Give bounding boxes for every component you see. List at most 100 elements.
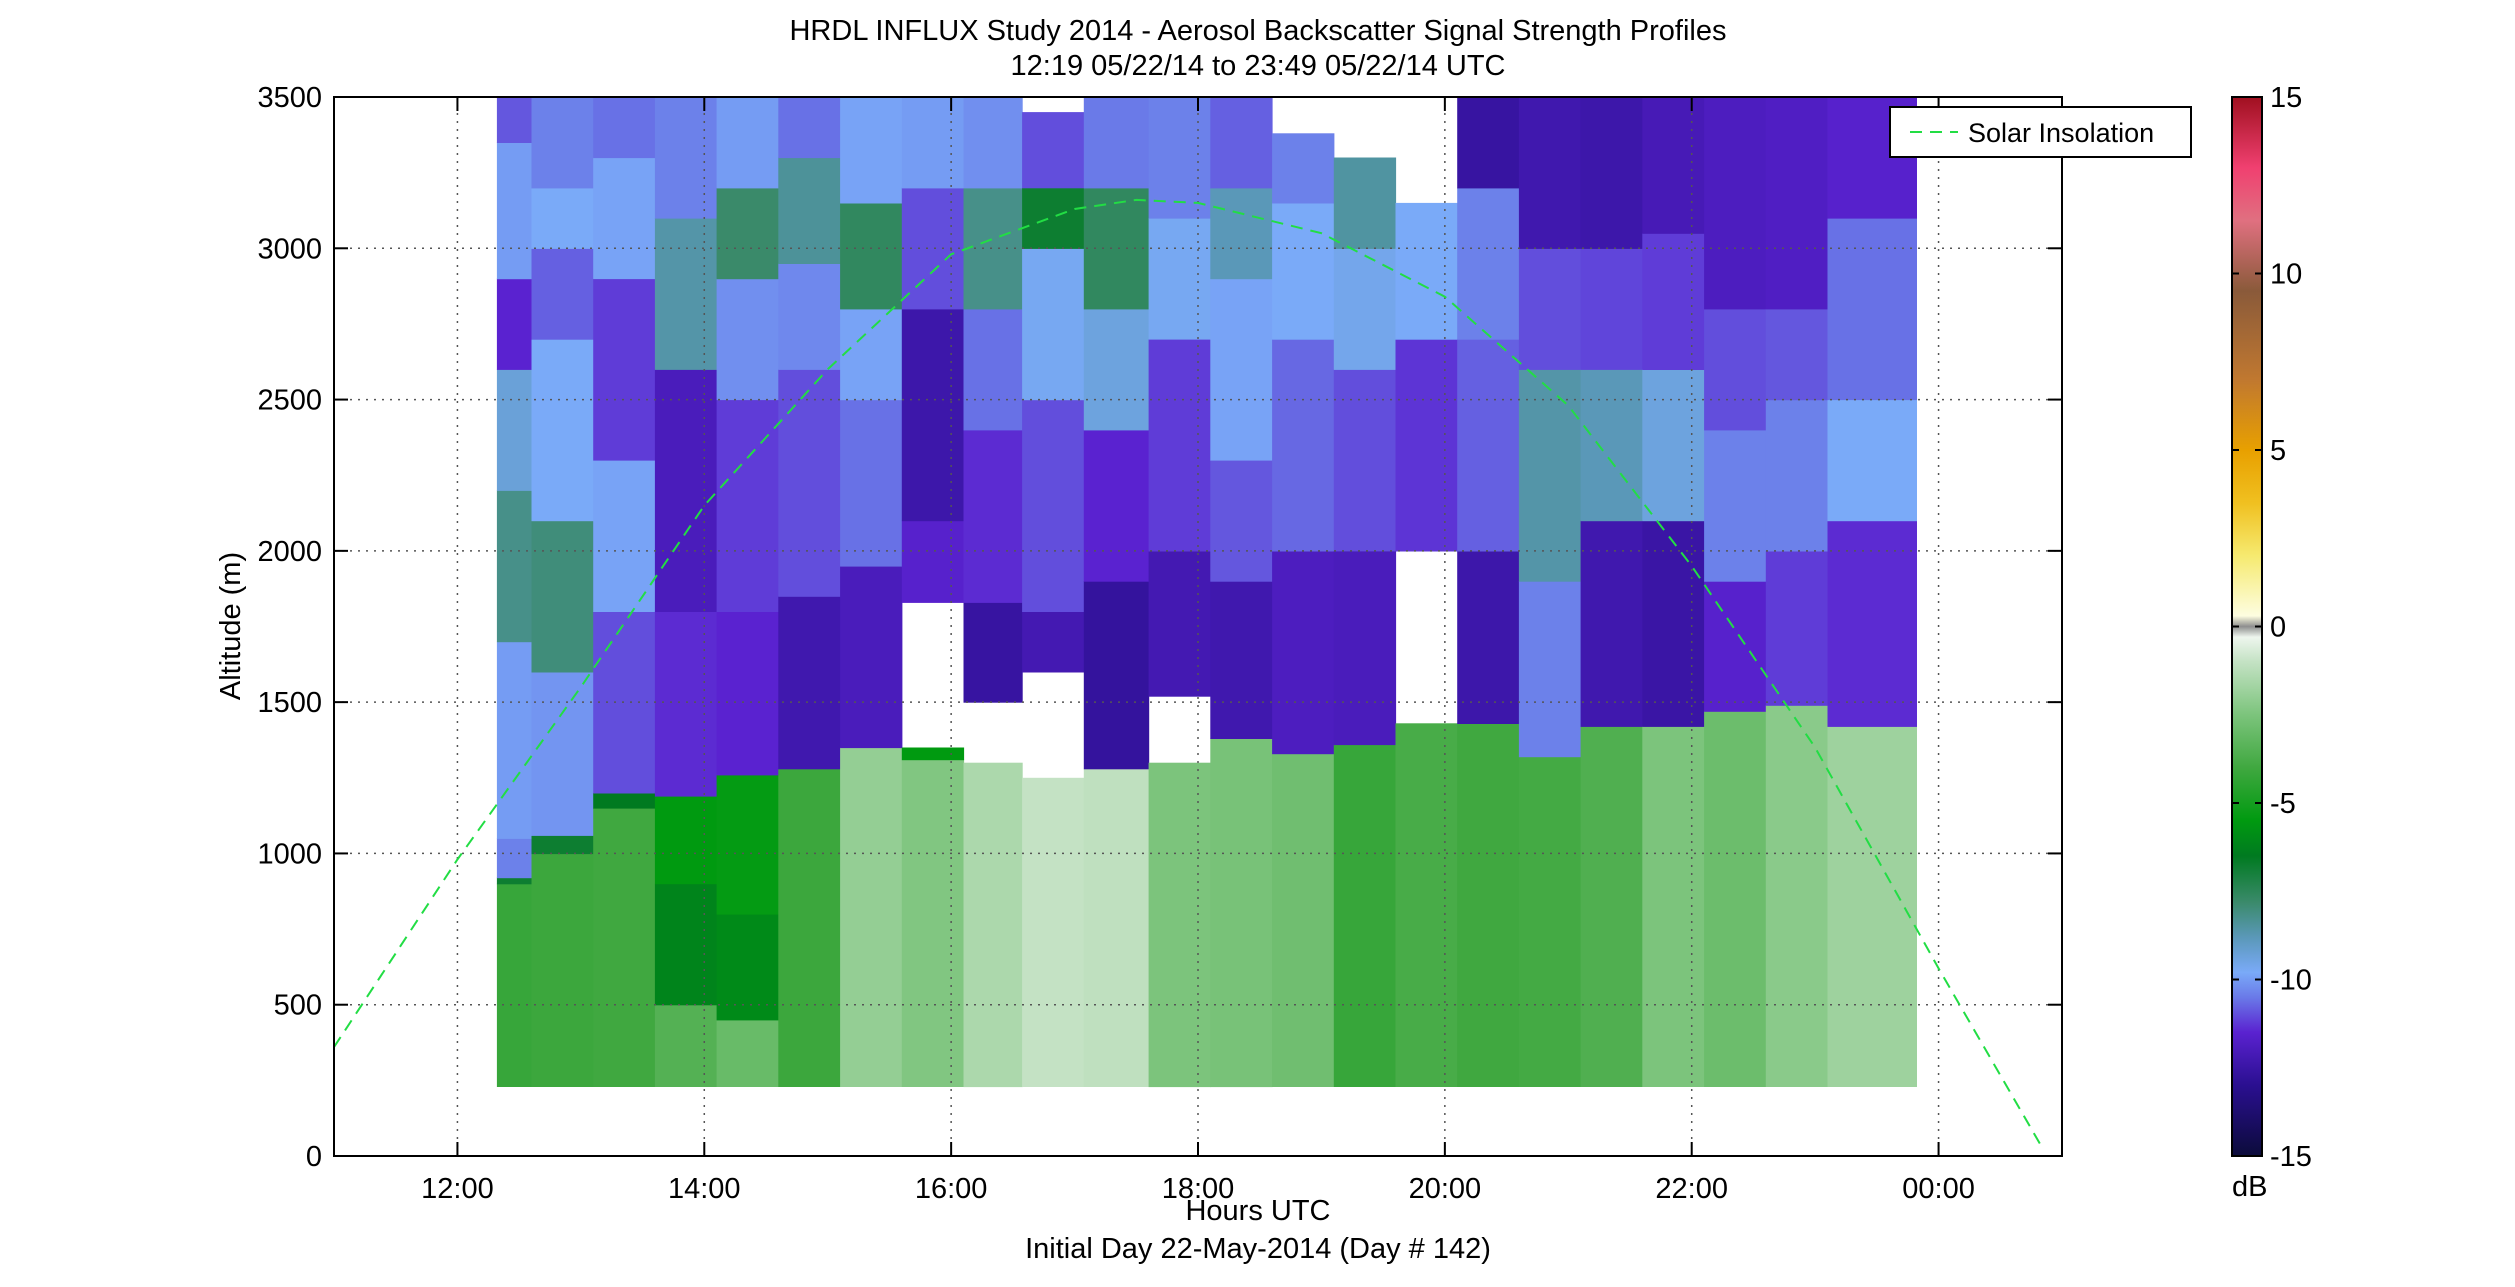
- heatmap-cell-14-4: [1333, 157, 1397, 249]
- heatmap-cell-18-4: [1580, 97, 1643, 249]
- heatmap-cell-14-3: [1333, 248, 1397, 370]
- heatmap-cell-0-4: [496, 490, 533, 643]
- colorbar-tick-label-2: 5: [2270, 435, 2286, 467]
- heatmap-cell-4-2: [716, 774, 779, 915]
- heatmap-cell-15-2: [1395, 339, 1458, 552]
- heatmap-cell-16-3: [1457, 187, 1520, 340]
- y-tick-label-5: 2500: [257, 385, 322, 417]
- heatmap-cell-4-3: [716, 611, 779, 776]
- heatmap-cell-9-2: [1022, 611, 1085, 673]
- heatmap-cell-8-0: [963, 762, 1023, 1088]
- heatmap-cell-8-3: [963, 429, 1023, 603]
- heatmap-cell-19-1: [1642, 520, 1705, 727]
- heatmap-cell-0-0: [496, 883, 533, 1087]
- heatmap-cell-7-1: [901, 747, 965, 761]
- heatmap-cell-3-5: [654, 218, 718, 370]
- heatmap-cell-18-3: [1580, 248, 1643, 370]
- x-tick-label-2: 16:00: [915, 1173, 988, 1205]
- y-tick-label-2: 1000: [257, 838, 322, 870]
- heatmap-cell-19-4: [1642, 97, 1705, 234]
- heatmap-cell-0-8: [496, 97, 533, 143]
- heatmap-cell-20-0: [1704, 711, 1767, 1087]
- heatmap-cell-13-0: [1272, 753, 1335, 1087]
- heatmap-cell-8-5: [963, 187, 1023, 310]
- heatmap-cell-1-0: [531, 853, 594, 1087]
- heatmap-layer: [496, 97, 1917, 1088]
- heatmap-cell-7-3: [901, 520, 965, 603]
- heatmap-cell-6-0: [840, 747, 903, 1087]
- grid-layer: [334, 96, 2062, 1157]
- heatmap-cell-12-1: [1210, 581, 1273, 739]
- heatmap-cell-13-4: [1272, 133, 1335, 204]
- heatmap-cell-3-6: [654, 97, 718, 219]
- heatmap-cell-8-4: [963, 308, 1023, 431]
- heatmap-cell-0-7: [496, 142, 533, 280]
- x-tick-label-5: 22:00: [1655, 1173, 1728, 1205]
- heatmap-cell-12-3: [1210, 278, 1273, 461]
- heatmap-cell-17-1: [1518, 581, 1582, 758]
- heatmap-cell-8-2: [963, 602, 1023, 703]
- heatmap-cell-2-0: [593, 808, 656, 1087]
- heatmap-cell-8-6: [963, 97, 1023, 189]
- heatmap-cell-0-6: [496, 278, 533, 370]
- heatmap-cell-18-2: [1580, 369, 1643, 522]
- heatmap-cell-21-2: [1765, 399, 1829, 552]
- heatmap-cell-9-3: [1022, 399, 1085, 612]
- heatmap-cell-4-4: [716, 399, 779, 612]
- heatmap-cell-16-0: [1457, 723, 1520, 1087]
- heatmap-cell-11-2: [1148, 550, 1211, 697]
- heatmap-cell-5-5: [778, 97, 841, 159]
- heatmap-cell-1-1: [531, 835, 594, 855]
- colorbar-unit: dB: [2232, 1171, 2267, 1203]
- heatmap-cell-19-3: [1642, 233, 1705, 370]
- x-axis-label: Hours UTC: [1185, 1195, 1330, 1227]
- heatmap-cell-5-2: [778, 369, 841, 597]
- colorbar-ticks: 15 10 5 0 -5 -10 -15: [2232, 82, 2312, 1173]
- heatmap-cell-1-4: [531, 339, 594, 522]
- heatmap-cell-1-5: [531, 248, 594, 340]
- heatmap-cell-6-1: [840, 566, 903, 749]
- y-tick-label-3: 1500: [257, 687, 322, 719]
- y-tick-label-0: 0: [306, 1141, 322, 1173]
- heatmap-cell-21-4: [1765, 97, 1829, 310]
- heatmap-cell-13-3: [1272, 202, 1335, 340]
- heatmap-cell-3-2: [654, 795, 718, 885]
- heatmap-cell-5-0: [778, 768, 841, 1087]
- heatmap-cell-11-4: [1148, 218, 1211, 340]
- heatmap-cell-4-7: [716, 97, 779, 189]
- heatmap-cell-12-4: [1210, 187, 1273, 280]
- heatmap-cell-12-2: [1210, 460, 1273, 582]
- y-tick-label-7: 3500: [257, 82, 322, 114]
- heatmap-cell-5-1: [778, 596, 841, 770]
- heatmap-cell-10-2: [1083, 429, 1150, 582]
- heatmap-cell-6-4: [840, 202, 903, 310]
- solar-insolation-line: [333, 198, 2045, 1151]
- heatmap-cell-5-3: [778, 263, 841, 370]
- heatmap-cell-11-5: [1148, 97, 1211, 219]
- y-tick-label-6: 3000: [257, 233, 322, 265]
- heatmap-cell-7-4: [901, 308, 965, 522]
- heatmap-cell-0-5: [496, 369, 533, 491]
- x-tick-label-0: 12:00: [421, 1173, 494, 1205]
- heatmap-cell-2-6: [593, 97, 656, 159]
- legend: Solar Insolation: [1889, 106, 2192, 158]
- heatmap-cell-2-2: [593, 611, 656, 794]
- heatmap-cell-10-1: [1083, 581, 1150, 770]
- heatmap-cell-17-2: [1518, 369, 1582, 582]
- heatmap-cell-4-1: [716, 913, 779, 1021]
- heatmap-cell-16-2: [1457, 339, 1520, 552]
- colorbar-tick-label-6: -15: [2270, 1141, 2312, 1173]
- heatmap-cell-10-0: [1083, 768, 1150, 1087]
- heatmap-cell-1-6: [531, 187, 594, 249]
- heatmap-cell-19-2: [1642, 369, 1705, 522]
- heatmap-cell-4-0: [716, 1019, 779, 1087]
- colorbar-tick-label-5: -10: [2270, 965, 2312, 997]
- heatmap-cell-11-3: [1148, 339, 1211, 552]
- heatmap-cell-7-0: [901, 759, 965, 1087]
- heatmap-cell-21-3: [1765, 308, 1829, 401]
- heatmap-cell-6-2: [840, 399, 903, 567]
- x-axis-ticks: 12:00 14:00 16:00 18:00 20:00 22:00 00:00: [421, 97, 1975, 1205]
- colorbar-tick-label-3: 0: [2270, 612, 2286, 644]
- heatmap-cell-9-4: [1022, 248, 1085, 401]
